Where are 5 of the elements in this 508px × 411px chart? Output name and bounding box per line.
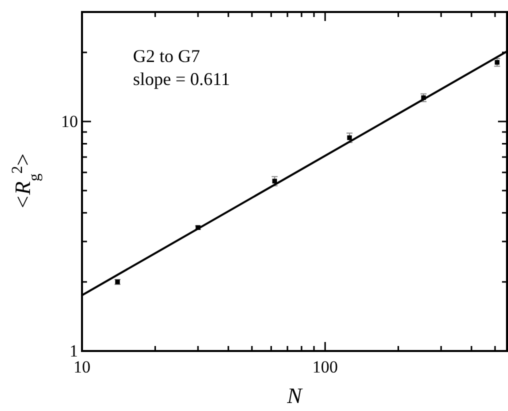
y-tick-label: 1	[70, 341, 78, 360]
annotation: G2 to G7	[133, 46, 200, 66]
x-axis-title: N	[286, 383, 304, 408]
x-tick-label: 100	[312, 358, 338, 377]
annotation: slope = 0.611	[133, 69, 230, 89]
